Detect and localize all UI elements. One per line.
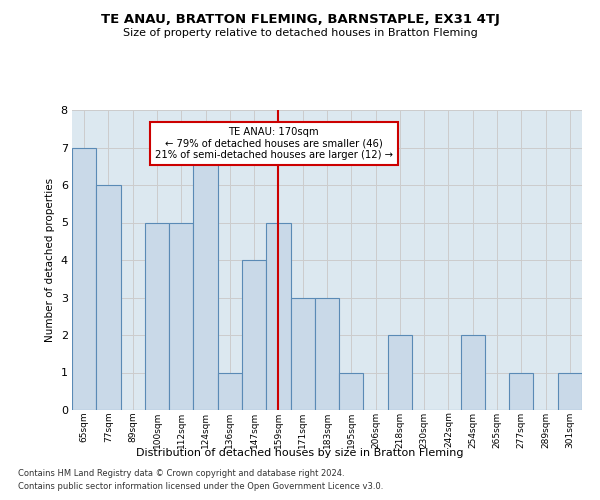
Text: Size of property relative to detached houses in Bratton Fleming: Size of property relative to detached ho… [122, 28, 478, 38]
Bar [96, 185, 121, 410]
Bar [315, 298, 339, 410]
Bar [169, 222, 193, 410]
Bar [72, 148, 96, 410]
Bar [266, 222, 290, 410]
Text: TE ANAU, BRATTON FLEMING, BARNSTAPLE, EX31 4TJ: TE ANAU, BRATTON FLEMING, BARNSTAPLE, EX… [101, 12, 499, 26]
Text: Contains HM Land Registry data © Crown copyright and database right 2024.: Contains HM Land Registry data © Crown c… [18, 468, 344, 477]
Text: TE ANAU: 170sqm
← 79% of detached houses are smaller (46)
21% of semi-detached h: TE ANAU: 170sqm ← 79% of detached houses… [155, 127, 392, 160]
Bar [461, 335, 485, 410]
Y-axis label: Number of detached properties: Number of detached properties [45, 178, 55, 342]
Bar [145, 222, 169, 410]
Bar [242, 260, 266, 410]
Text: Contains public sector information licensed under the Open Government Licence v3: Contains public sector information licen… [18, 482, 383, 491]
Bar [339, 372, 364, 410]
Bar [218, 372, 242, 410]
Text: Distribution of detached houses by size in Bratton Fleming: Distribution of detached houses by size … [136, 448, 464, 458]
Bar [509, 372, 533, 410]
Bar [290, 298, 315, 410]
Bar [193, 148, 218, 410]
Bar [558, 372, 582, 410]
Bar [388, 335, 412, 410]
